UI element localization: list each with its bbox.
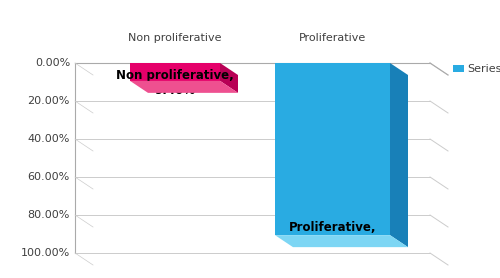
Text: 0.00%: 0.00% — [35, 58, 70, 68]
Text: Proliferative: Proliferative — [300, 33, 366, 43]
FancyBboxPatch shape — [452, 65, 464, 72]
Polygon shape — [275, 235, 408, 247]
Text: 100.00%: 100.00% — [21, 248, 70, 258]
Polygon shape — [220, 63, 238, 93]
Text: Non proliferative: Non proliferative — [128, 33, 222, 43]
Text: Non proliferative,
9.40%: Non proliferative, 9.40% — [116, 69, 234, 97]
Text: 60.00%: 60.00% — [28, 172, 70, 182]
Text: Series1: Series1 — [468, 64, 500, 74]
Text: 80.00%: 80.00% — [28, 210, 70, 220]
Polygon shape — [390, 63, 408, 247]
Text: 20.00%: 20.00% — [28, 96, 70, 106]
Text: Proliferative,
90.60%: Proliferative, 90.60% — [289, 221, 377, 249]
Polygon shape — [130, 81, 238, 93]
Polygon shape — [130, 63, 220, 81]
Text: 40.00%: 40.00% — [28, 134, 70, 144]
Polygon shape — [275, 63, 390, 235]
